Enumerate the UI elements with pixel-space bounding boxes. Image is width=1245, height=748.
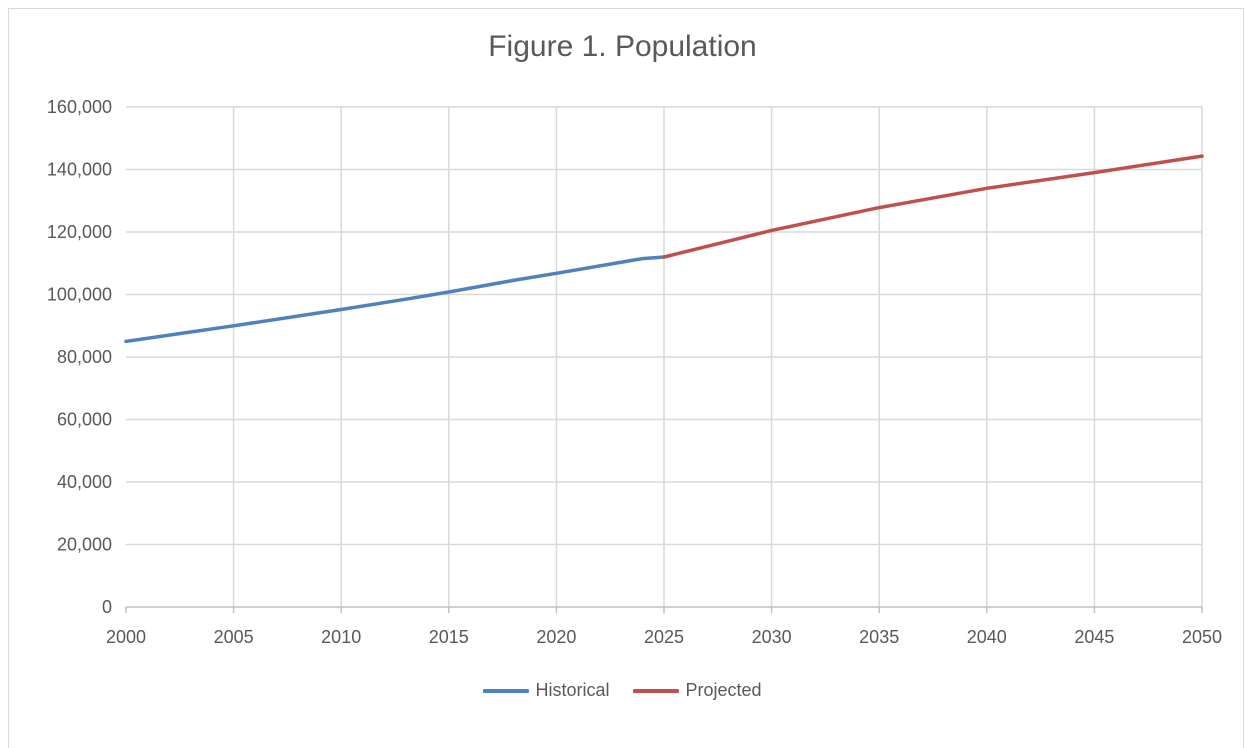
- x-tick-label: 2000: [106, 627, 146, 647]
- y-tick-label: 100,000: [47, 285, 112, 305]
- x-tick-label: 2045: [1074, 627, 1114, 647]
- axes: [125, 606, 1203, 613]
- x-tick-label: 2030: [752, 627, 792, 647]
- y-tick-label: 20,000: [57, 535, 112, 555]
- chart-plot: 0 20,000 40,000 60,000 80,000 100,000 120,000 1…: [47, 97, 1222, 647]
- chart-frame: [8, 8, 1244, 748]
- x-tick-label: 2025: [644, 627, 684, 647]
- x-tick-label: 2050: [1182, 627, 1222, 647]
- x-tick-label: 2010: [321, 627, 361, 647]
- legend-item-projected: Projected: [633, 680, 762, 701]
- legend-swatch-projected: [633, 688, 680, 693]
- series-line-projected: [662, 154, 1204, 259]
- x-tick-label: 2020: [536, 627, 576, 647]
- legend-label-historical: Historical: [535, 680, 610, 700]
- y-tick-label: 140,000: [47, 160, 112, 180]
- y-tick-label: 40,000: [57, 472, 112, 492]
- x-tick-label: 2040: [967, 627, 1007, 647]
- legend-item-historical: Historical: [483, 680, 609, 701]
- y-tick-label: 120,000: [47, 222, 112, 242]
- legend-swatch-historical: [483, 688, 530, 693]
- series-line-historical: [124, 255, 666, 344]
- series-lines: [124, 154, 1204, 344]
- x-tick-label: 2005: [214, 627, 254, 647]
- grid-lines: [126, 106, 1203, 607]
- y-tick-label: 160,000: [47, 97, 112, 117]
- y-tick-labels: 0 20,000 40,000 60,000 80,000 100,000 120,000 1…: [47, 97, 112, 617]
- x-tick-label: 2035: [859, 627, 899, 647]
- y-tick-label: 0: [102, 597, 112, 617]
- x-tick-labels: 2000 2005 2010 2015 2020 2025 2030 2035 2040 2045…: [106, 627, 1222, 647]
- legend: Historical Projected: [0, 680, 1245, 701]
- x-tick-label: 2015: [429, 627, 469, 647]
- legend-label-projected: Projected: [685, 680, 762, 700]
- y-tick-label: 80,000: [57, 347, 112, 367]
- chart-title: Figure 1. Population: [488, 30, 757, 63]
- y-tick-label: 60,000: [57, 410, 112, 430]
